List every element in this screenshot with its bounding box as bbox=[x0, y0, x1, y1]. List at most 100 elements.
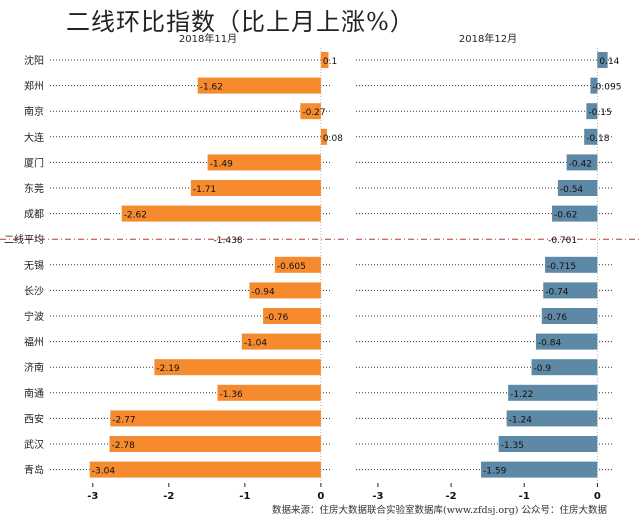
bar bbox=[586, 103, 598, 120]
data-label: 0.1 bbox=[323, 57, 337, 67]
bar bbox=[154, 359, 321, 376]
panel-right-bars bbox=[481, 52, 608, 478]
source-note: 数据来源：住房大数据联合实验室数据库(www.zfdsj.org) 公众号：住房… bbox=[272, 505, 608, 516]
data-label: -0.715 bbox=[547, 262, 576, 272]
data-label: -2.77 bbox=[112, 415, 135, 425]
panel-right-x-ticks: -3 -2 -1 0 bbox=[372, 483, 601, 502]
x-tick-label: 0 bbox=[594, 491, 601, 502]
panel-left-data-labels: 0.1 -1.62 -0.27 0.08 -1.49 -1.71 -2.62 -1.438 -0… bbox=[92, 57, 343, 477]
data-label: -0.15 bbox=[588, 108, 611, 118]
category-label: 厦门 bbox=[24, 156, 44, 169]
data-label: -2.19 bbox=[156, 364, 180, 374]
data-label: -1.04 bbox=[244, 339, 268, 349]
category-label: 长沙 bbox=[24, 285, 44, 297]
bar bbox=[508, 384, 598, 401]
x-tick-label: -3 bbox=[372, 491, 383, 502]
panel-left-x-ticks: -3 -2 -1 0 bbox=[87, 483, 324, 502]
panel-right: 2018年12月 0.14 -0.095 -0.15 -0.18 -0.42 -0.54 -… bbox=[356, 32, 641, 502]
x-tick-label: -2 bbox=[163, 491, 174, 502]
data-label: 0.14 bbox=[599, 57, 619, 67]
data-label: -1.35 bbox=[501, 441, 524, 451]
category-label: 沈阳 bbox=[24, 54, 44, 67]
bar bbox=[89, 461, 321, 478]
category-label: 东莞 bbox=[24, 182, 44, 195]
data-label: -0.76 bbox=[544, 313, 568, 323]
data-label: -1.24 bbox=[509, 415, 533, 425]
bar bbox=[552, 205, 598, 222]
bar bbox=[481, 461, 598, 478]
bar bbox=[541, 308, 598, 324]
category-label: 郑州 bbox=[24, 80, 44, 93]
x-tick-label: -3 bbox=[87, 491, 98, 502]
category-label: 南通 bbox=[24, 387, 44, 400]
panel-right-data-labels: 0.14 -0.095 -0.15 -0.18 -0.42 -0.54 -0.62 -0.70… bbox=[483, 57, 621, 477]
bar bbox=[320, 52, 329, 68]
data-label: -2.78 bbox=[112, 441, 136, 451]
bar bbox=[543, 282, 598, 299]
data-label: -0.54 bbox=[560, 185, 584, 195]
bar bbox=[557, 180, 598, 196]
data-label: -1.62 bbox=[200, 83, 223, 93]
data-label: -1.71 bbox=[193, 185, 216, 195]
data-label: -0.42 bbox=[569, 159, 592, 169]
category-label: 成都 bbox=[24, 209, 44, 221]
data-label: -0.74 bbox=[545, 287, 569, 297]
data-label: -0.18 bbox=[586, 134, 610, 144]
bar bbox=[498, 436, 598, 452]
data-label: -0.62 bbox=[554, 211, 577, 221]
bar bbox=[190, 180, 321, 196]
bar bbox=[197, 77, 321, 94]
bar bbox=[566, 154, 598, 171]
data-label: -1.36 bbox=[219, 390, 243, 400]
data-label: -1.49 bbox=[210, 159, 234, 169]
bar bbox=[274, 256, 321, 273]
data-label: -0.94 bbox=[251, 287, 275, 297]
bar bbox=[506, 410, 598, 427]
data-label: 0.08 bbox=[323, 134, 343, 144]
bar bbox=[263, 308, 321, 324]
data-label: -0.27 bbox=[302, 108, 325, 118]
category-label: 二线平均 bbox=[4, 233, 44, 246]
bar bbox=[535, 333, 598, 350]
bar bbox=[320, 128, 327, 145]
bar bbox=[300, 103, 321, 120]
x-tick-label: 0 bbox=[317, 491, 324, 502]
bar bbox=[531, 359, 598, 376]
data-label: -0.701 bbox=[548, 236, 577, 246]
bar bbox=[249, 282, 321, 299]
panel-left-bars bbox=[89, 52, 329, 478]
data-label: -0.605 bbox=[277, 262, 306, 272]
data-label: -0.9 bbox=[534, 364, 552, 374]
data-label: -1.59 bbox=[483, 467, 507, 477]
panel-left-subtitle: 2018年11月 bbox=[179, 32, 237, 45]
category-label: 无锡 bbox=[24, 259, 44, 272]
bar bbox=[597, 52, 608, 68]
category-label: 大连 bbox=[24, 131, 44, 144]
data-label: -0.76 bbox=[265, 313, 289, 323]
panel-left-gridlines bbox=[50, 48, 330, 483]
bar bbox=[584, 128, 598, 145]
category-label: 济南 bbox=[24, 361, 44, 374]
data-label: -3.04 bbox=[92, 467, 116, 477]
chart-title: 二线环比指数（比上月上涨%） bbox=[66, 8, 415, 36]
bar bbox=[545, 256, 598, 273]
category-label: 武汉 bbox=[24, 438, 44, 451]
bar bbox=[109, 436, 321, 452]
category-label: 南京 bbox=[24, 105, 44, 118]
data-label: -1.22 bbox=[510, 390, 533, 400]
bar bbox=[207, 154, 321, 171]
data-label: -2.62 bbox=[124, 211, 147, 221]
x-tick-label: -1 bbox=[519, 491, 530, 502]
panel-right-subtitle: 2018年12月 bbox=[459, 32, 517, 45]
bar bbox=[241, 333, 321, 350]
x-tick-label: -2 bbox=[446, 491, 457, 502]
data-label: -0.84 bbox=[538, 339, 562, 349]
bar bbox=[121, 205, 321, 222]
data-label: -1.438 bbox=[214, 236, 243, 246]
panel-left: 2018年11月 0.1 -1.62 -0.27 0.08 -1.49 -1.71 -2.6… bbox=[0, 32, 348, 502]
bar bbox=[217, 384, 321, 401]
data-label: -0.095 bbox=[592, 83, 621, 93]
category-label: 福州 bbox=[24, 336, 44, 349]
